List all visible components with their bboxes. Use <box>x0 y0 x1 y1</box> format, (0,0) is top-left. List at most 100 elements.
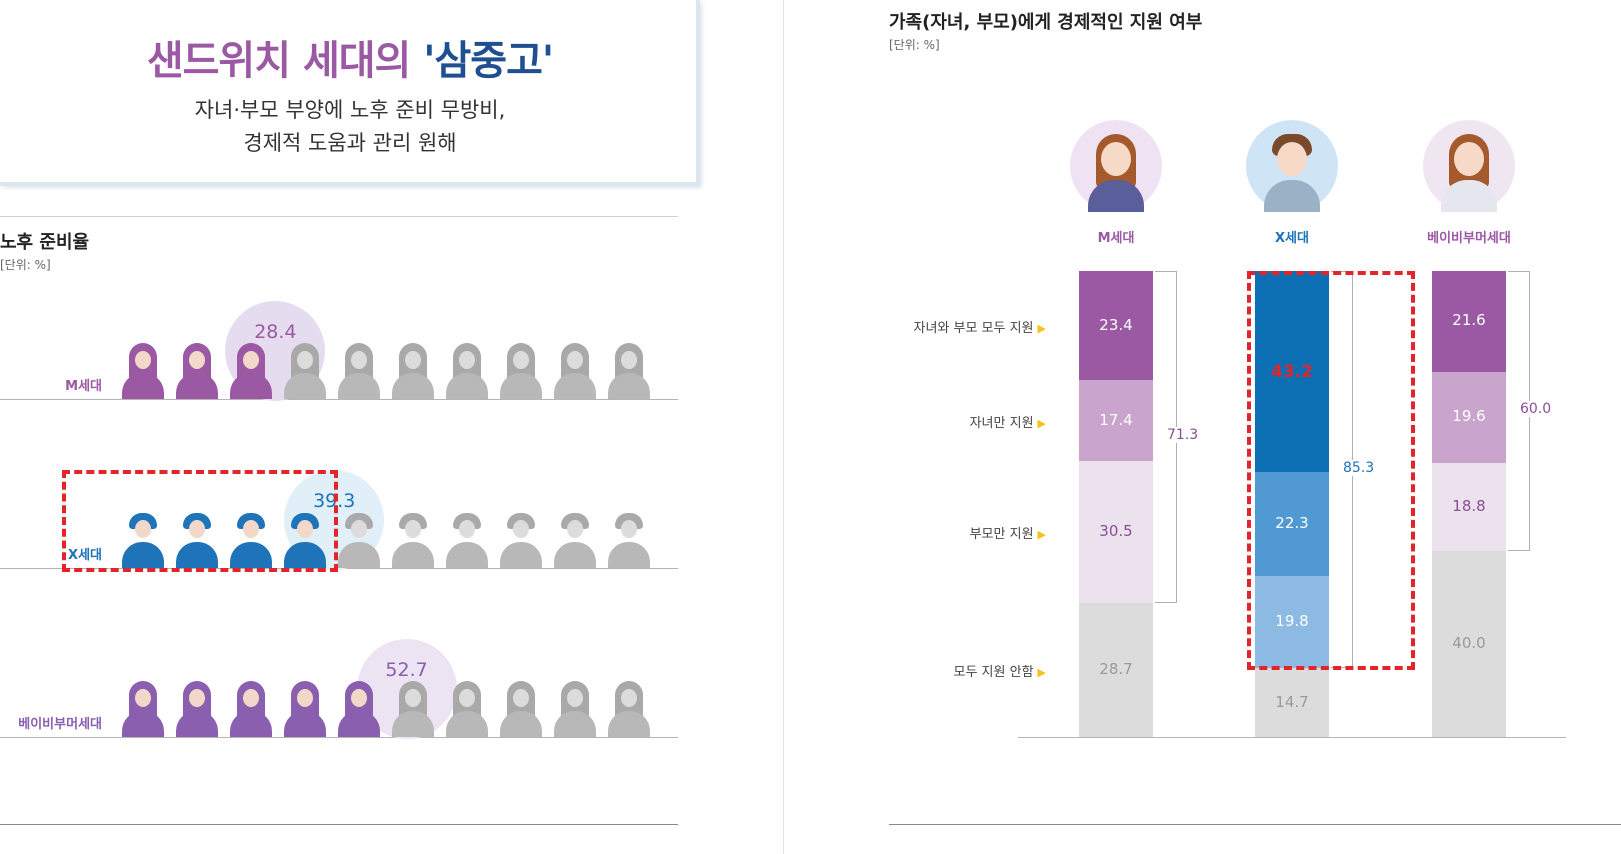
senior-woman-icon <box>444 679 490 737</box>
person-face <box>621 689 637 707</box>
person-face <box>405 520 421 538</box>
man-icon <box>174 510 220 568</box>
person-face <box>189 689 205 707</box>
category-label-text: 자녀와 부모 모두 지원 <box>913 320 1034 336</box>
arrow-right-icon: ▶ <box>1037 666 1046 680</box>
man-icon <box>120 510 166 568</box>
person-face <box>135 520 151 538</box>
woman-icon <box>390 341 436 399</box>
arrow-right-icon: ▶ <box>1037 528 1046 542</box>
man-icon <box>390 510 436 568</box>
person-body <box>500 373 542 399</box>
person-face <box>567 689 583 707</box>
category-label: 자녀와 부모 모두 지원 ▶ <box>876 317 1046 336</box>
person-face <box>513 689 529 707</box>
stacked-bar-segment <box>1079 603 1153 737</box>
stacked-bar-segment <box>1432 371 1506 463</box>
person-face <box>351 351 367 369</box>
generation-label: 베이비부머세대 <box>1427 231 1511 246</box>
person-face <box>297 520 313 538</box>
segment-value-label: 19.8 <box>1275 612 1309 631</box>
person-face <box>243 520 259 538</box>
person-body <box>122 373 164 399</box>
woman-icon <box>552 341 598 399</box>
support-chart-title: 가족(자녀, 부모)에게 경제적인 지원 여부 <box>889 12 1203 33</box>
stacked-bar-segment <box>1432 462 1506 551</box>
person-body <box>284 542 326 568</box>
person-body <box>608 542 650 568</box>
person-body <box>554 542 596 568</box>
woman-icon <box>606 341 652 399</box>
man-icon <box>552 510 598 568</box>
woman-icon <box>282 341 328 399</box>
pictograph-value-label: 52.7 <box>385 659 428 681</box>
senior-woman-icon <box>498 679 544 737</box>
stacked-bar-segment <box>1079 380 1153 462</box>
stacked-bar-segment <box>1079 461 1153 604</box>
arrow-right-icon: ▶ <box>1037 321 1046 335</box>
retirement-chart-unit: [단위: %] <box>0 258 51 272</box>
man-icon <box>336 510 382 568</box>
woman-icon <box>498 341 544 399</box>
stacked-bar-segment <box>1255 668 1329 737</box>
person-face <box>459 520 475 538</box>
segment-value-label: 14.7 <box>1275 692 1309 711</box>
generation-avatar <box>1246 120 1338 212</box>
segment-value-label: 40.0 <box>1452 633 1486 652</box>
man-icon <box>498 510 544 568</box>
person-body <box>338 711 380 737</box>
person-body <box>392 711 434 737</box>
avatar-face-icon <box>1454 142 1484 176</box>
pictograph-row-label: X세대 <box>68 548 102 563</box>
person-face <box>621 351 637 369</box>
person-body <box>230 542 272 568</box>
stacked-bar-segment <box>1432 271 1506 372</box>
senior-woman-icon <box>120 679 166 737</box>
stacked-bar-segment <box>1079 271 1153 381</box>
man-icon <box>606 510 652 568</box>
generation-avatar <box>1070 120 1162 212</box>
woman-icon <box>174 341 220 399</box>
senior-woman-icon <box>606 679 652 737</box>
stacked-bar-segment <box>1255 271 1329 473</box>
person-face <box>621 520 637 538</box>
segment-value-label: 17.4 <box>1099 410 1133 429</box>
person-body <box>500 542 542 568</box>
person-body <box>230 711 272 737</box>
person-body <box>122 711 164 737</box>
person-face <box>243 689 259 707</box>
person-face <box>405 351 421 369</box>
avatar-face-icon <box>1101 142 1131 176</box>
category-label-text: 모두 지원 안함 <box>953 665 1034 681</box>
segment-value-label: 22.3 <box>1275 514 1309 533</box>
segment-value-label: 23.4 <box>1099 315 1133 334</box>
person-body <box>338 542 380 568</box>
person-body <box>446 373 488 399</box>
person-body <box>554 711 596 737</box>
person-body <box>338 373 380 399</box>
page-subtitle: 자녀·부모 부양에 노후 준비 무방비, 경제적 도움과 관리 원해 <box>0 94 700 160</box>
man-icon <box>282 510 328 568</box>
person-face <box>351 689 367 707</box>
total-support-label: 71.3 <box>1165 427 1201 444</box>
person-body <box>284 711 326 737</box>
stacked-bar-segment <box>1255 472 1329 577</box>
person-body <box>554 373 596 399</box>
person-body <box>392 373 434 399</box>
segment-value-label: 43.2 <box>1271 361 1313 382</box>
person-face <box>189 520 205 538</box>
bottom-rule-left <box>0 824 678 825</box>
woman-icon <box>444 341 490 399</box>
subtitle-line-2: 경제적 도움과 관리 원해 <box>243 131 457 155</box>
senior-woman-icon <box>390 679 436 737</box>
generation-avatar <box>1423 120 1515 212</box>
senior-woman-icon <box>228 679 274 737</box>
person-face <box>405 689 421 707</box>
man-icon <box>228 510 274 568</box>
bottom-rule-right <box>889 824 1621 825</box>
total-support-label: 60.0 <box>1518 400 1554 417</box>
person-body <box>446 542 488 568</box>
segment-value-label: 19.6 <box>1452 407 1486 426</box>
total-support-label: 85.3 <box>1341 459 1377 476</box>
page-title: 샌드위치 세대의 '삼중고' <box>0 28 700 86</box>
